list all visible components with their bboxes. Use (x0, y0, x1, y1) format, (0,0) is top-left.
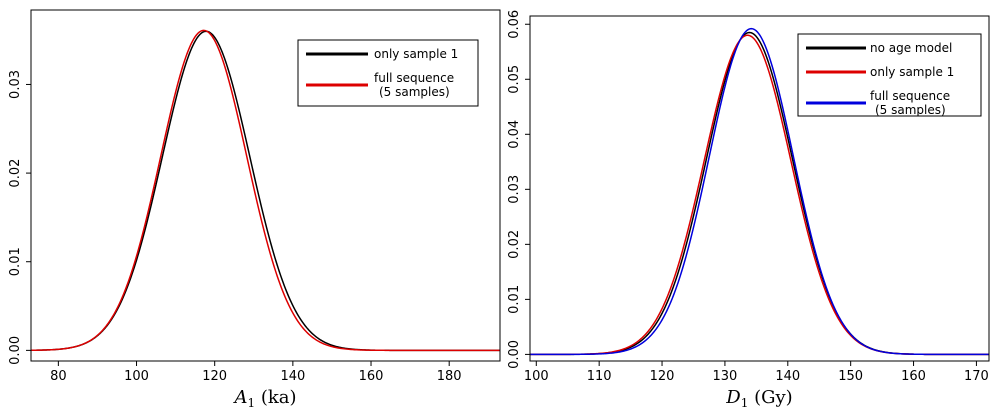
y-tick-label: 0.02 (8, 159, 23, 188)
x-tick-label: 140 (775, 369, 800, 384)
y-tick-label: 0.03 (8, 70, 23, 99)
right-chart: 100 110 120 130 140 150 160 170 0.00 0.01 0.02 0.03… (507, 10, 990, 409)
y-tick-label: 0.01 (507, 285, 522, 314)
x-tick-label: 120 (650, 369, 675, 384)
legend-label: (5 samples) (379, 85, 450, 99)
y-tick-label: 0.02 (507, 230, 522, 259)
x-tick-label: 120 (202, 369, 227, 384)
left-chart: 80 100 120 140 160 180 0.00 0.01 0.02 0.03 A1 (ka)… (8, 9, 501, 409)
x-tick-label: 100 (124, 369, 149, 384)
legend-label: full sequence (374, 71, 454, 85)
legend-label: (5 samples) (875, 103, 946, 117)
y-tick-label: 0.04 (507, 120, 522, 149)
legend: only sample 1 full sequence(5 samples) (297, 39, 479, 107)
x-tick-label: 160 (359, 369, 384, 384)
plot-frame (30, 9, 501, 362)
x-tick-label: 80 (50, 369, 67, 384)
y-tick-label: 0.00 (507, 340, 522, 369)
series-line-2 (31, 29, 500, 352)
x-tick-label: 140 (280, 369, 305, 384)
x-tick-label: 150 (838, 369, 863, 384)
x-tick-label: 130 (713, 369, 738, 384)
legend-label: no age model (870, 41, 952, 55)
plot-frame (529, 15, 990, 362)
x-tick-label: 170 (964, 369, 989, 384)
y-tick-label: 0.01 (8, 247, 23, 276)
y-tick-label: 0.00 (8, 336, 23, 365)
legend-label: only sample 1 (870, 65, 954, 79)
series-line-3 (530, 27, 989, 356)
legend-label: full sequence (870, 89, 950, 103)
x-axis-label: A1 (ka) (232, 387, 296, 409)
y-tick-label: 0.06 (507, 10, 522, 39)
x-tick-label: 100 (524, 369, 549, 384)
y-tick-label: 0.05 (507, 65, 522, 94)
x-tick-label: 180 (437, 369, 462, 384)
x-axis-label: D1 (Gy) (725, 387, 792, 409)
x-tick-label: 160 (901, 369, 926, 384)
x-tick-label: 110 (587, 369, 612, 384)
legend-label: only sample 1 (374, 47, 458, 61)
y-tick-label: 0.03 (507, 175, 522, 204)
legend: no age model only sample 1 full sequence(5… (797, 33, 982, 117)
